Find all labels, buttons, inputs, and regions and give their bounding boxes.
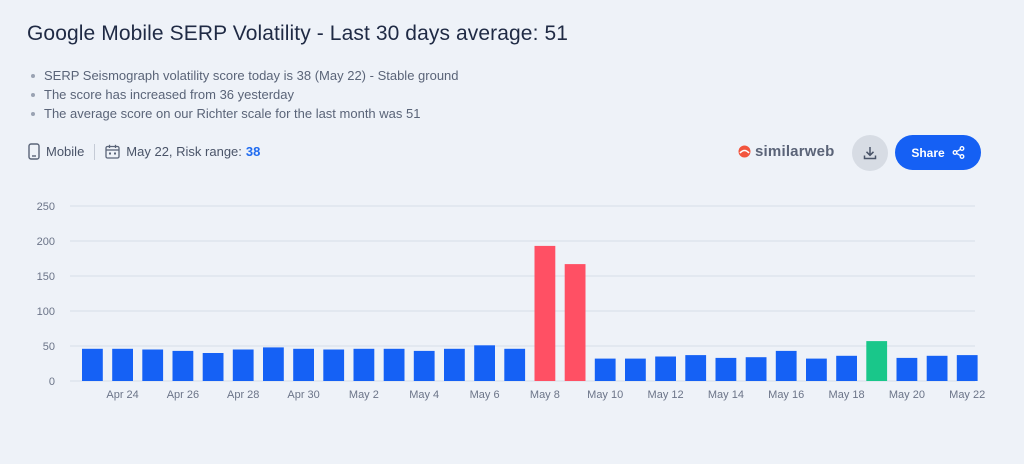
x-tick-label: May 12	[648, 389, 684, 401]
bar-may-5[interactable]	[444, 348, 465, 381]
bar-apr-25[interactable]	[142, 349, 164, 382]
filter-bar: Mobile May 22, Risk range: 38	[28, 143, 260, 160]
bar-apr-23[interactable]	[82, 348, 103, 381]
bar-may-18[interactable]	[836, 355, 857, 381]
brand: similarweb	[738, 143, 835, 160]
summary-item-today: SERP Seismograph volatility score today …	[28, 66, 459, 85]
calendar-icon	[105, 144, 120, 159]
share-label: Share	[911, 145, 945, 160]
divider	[94, 143, 96, 160]
share-button[interactable]: Share	[895, 135, 981, 170]
date-label[interactable]: May 22, Risk range:	[126, 144, 242, 159]
bar-may-9[interactable]	[564, 264, 586, 381]
bar-may-19[interactable]	[866, 341, 888, 381]
x-tick-label: Apr 30	[287, 389, 319, 401]
x-tick-label: May 2	[349, 389, 379, 401]
similarweb-logo-icon	[738, 145, 751, 158]
y-tick-label: 100	[37, 306, 55, 318]
x-tick-label: May 18	[829, 389, 865, 401]
download-icon	[862, 145, 878, 161]
x-tick-label: May 22	[949, 389, 985, 401]
bar-may-15[interactable]	[745, 357, 767, 381]
bar-may-21[interactable]	[926, 355, 948, 381]
x-axis: Apr 24 Apr 26 Apr 28 Apr 30 May 2 May 4 May 6 M…	[106, 389, 985, 401]
y-tick-label: 150	[37, 271, 55, 283]
bar-may-13[interactable]	[685, 355, 707, 381]
chart-bars	[82, 245, 978, 382]
bar-may-3[interactable]	[383, 348, 405, 381]
bar-may-17[interactable]	[806, 358, 827, 381]
device-label[interactable]: Mobile	[46, 144, 85, 159]
page-title: Google Mobile SERP Volatility - Last 30 …	[27, 22, 569, 45]
x-tick-label: May 10	[587, 389, 623, 401]
x-tick-label: May 4	[409, 389, 439, 401]
summary-item-average: The average score on our Richter scale f…	[28, 104, 459, 123]
bar-may-14[interactable]	[715, 357, 737, 381]
bar-may-12[interactable]	[655, 356, 676, 382]
bar-may-22[interactable]	[956, 355, 978, 381]
bar-may-1[interactable]	[323, 349, 345, 382]
x-tick-label: May 14	[708, 389, 744, 401]
volatility-chart: 0 50 100 150 200 250 Apr 24 Apr 26 Apr 28 Apr 30…	[37, 201, 986, 401]
bar-may-10[interactable]	[594, 358, 616, 381]
bar-may-20[interactable]	[896, 357, 918, 381]
x-tick-label: May 8	[530, 389, 560, 401]
bar-may-6[interactable]	[474, 345, 495, 381]
y-tick-label: 50	[43, 341, 55, 353]
bar-apr-29[interactable]	[263, 347, 284, 381]
bar-may-8[interactable]	[534, 245, 556, 381]
bar-apr-26[interactable]	[172, 350, 194, 381]
download-button[interactable]	[852, 135, 888, 171]
x-tick-label: Apr 26	[167, 389, 199, 401]
bar-may-4[interactable]	[413, 350, 435, 381]
x-tick-label: May 20	[889, 389, 925, 401]
bar-may-11[interactable]	[625, 358, 646, 381]
risk-value: 38	[245, 144, 261, 159]
brand-name: similarweb	[755, 143, 835, 160]
y-tick-label: 0	[49, 376, 55, 388]
x-tick-label: Apr 28	[227, 389, 259, 401]
share-icon	[952, 146, 965, 159]
summary-list: SERP Seismograph volatility score today …	[28, 66, 459, 123]
bar-apr-28[interactable]	[232, 349, 254, 382]
bar-apr-24[interactable]	[112, 348, 133, 381]
bar-may-7[interactable]	[504, 348, 526, 381]
x-tick-label: May 16	[768, 389, 804, 401]
bar-apr-30[interactable]	[293, 348, 314, 381]
summary-item-change: The score has increased from 36 yesterda…	[28, 85, 459, 104]
x-tick-label: May 6	[470, 389, 500, 401]
mobile-icon	[28, 143, 40, 160]
y-tick-label: 250	[37, 201, 55, 213]
y-tick-label: 200	[37, 236, 55, 248]
x-tick-label: Apr 24	[106, 389, 138, 401]
bar-may-2[interactable]	[353, 348, 375, 381]
y-axis: 0 50 100 150 200 250	[37, 201, 55, 388]
bar-may-16[interactable]	[775, 350, 797, 381]
bar-apr-27[interactable]	[202, 353, 224, 381]
